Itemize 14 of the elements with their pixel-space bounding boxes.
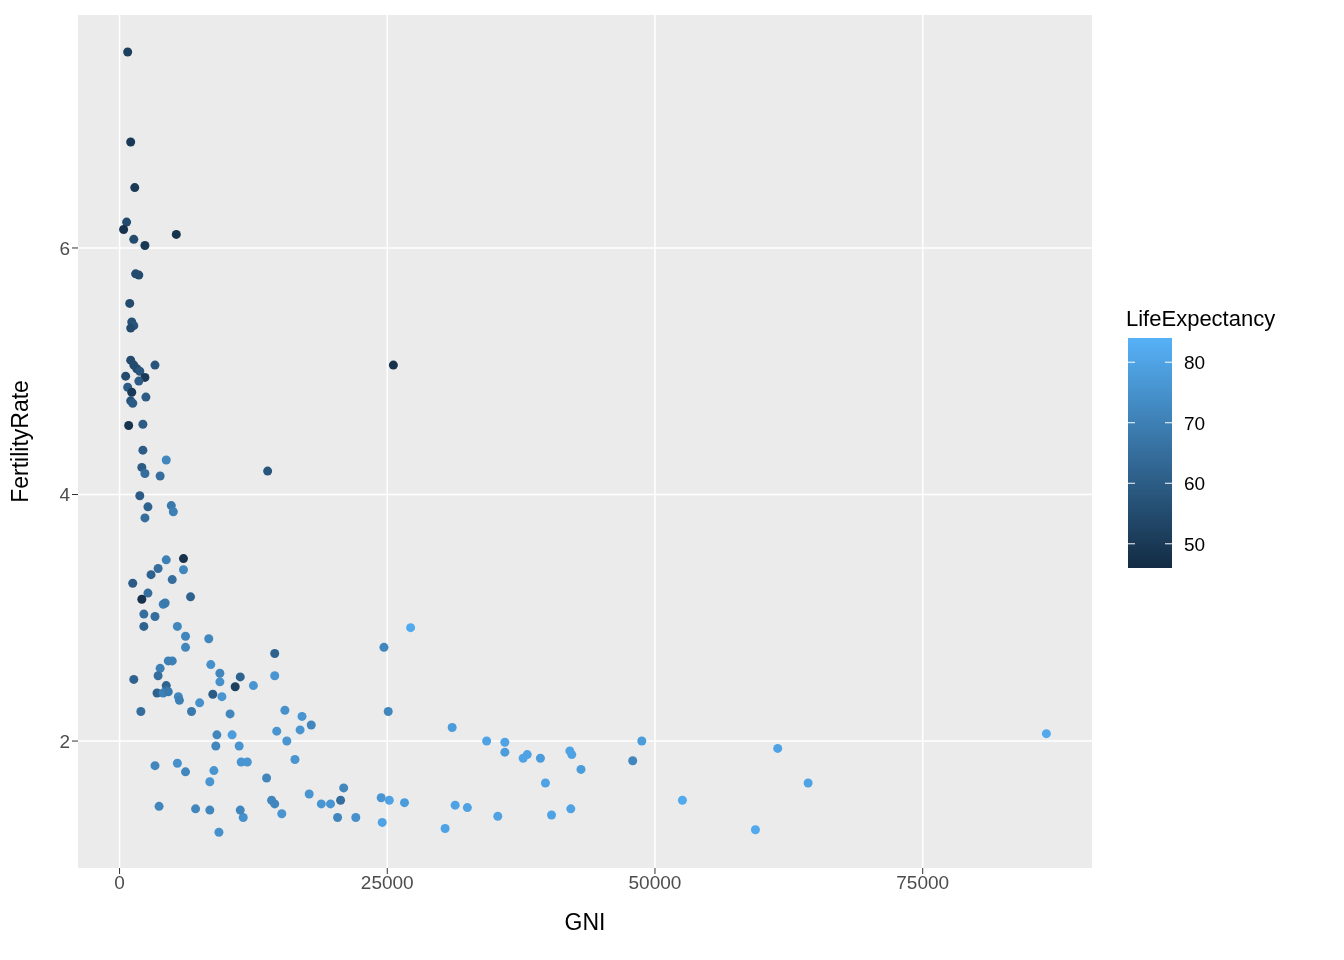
color-bar-label: 70 xyxy=(1184,412,1206,434)
y-tick-label: 2 xyxy=(59,730,70,752)
y-tick-label: 4 xyxy=(59,484,71,506)
color-bar-label: 50 xyxy=(1184,533,1206,555)
y-axis-title: FertilityRate xyxy=(7,380,34,503)
x-tick-label: 50000 xyxy=(628,872,682,894)
color-bar-label: 60 xyxy=(1184,473,1206,495)
color-bar-label: 80 xyxy=(1184,352,1206,374)
y-tick-label: 6 xyxy=(59,237,70,259)
x-tick-label: 25000 xyxy=(360,872,414,894)
x-tick-label: 75000 xyxy=(896,872,950,894)
color-bar-title: LifeExpectancy xyxy=(1126,306,1276,331)
x-tick-label: 0 xyxy=(114,872,125,894)
x-axis-title: GNI xyxy=(564,909,606,935)
